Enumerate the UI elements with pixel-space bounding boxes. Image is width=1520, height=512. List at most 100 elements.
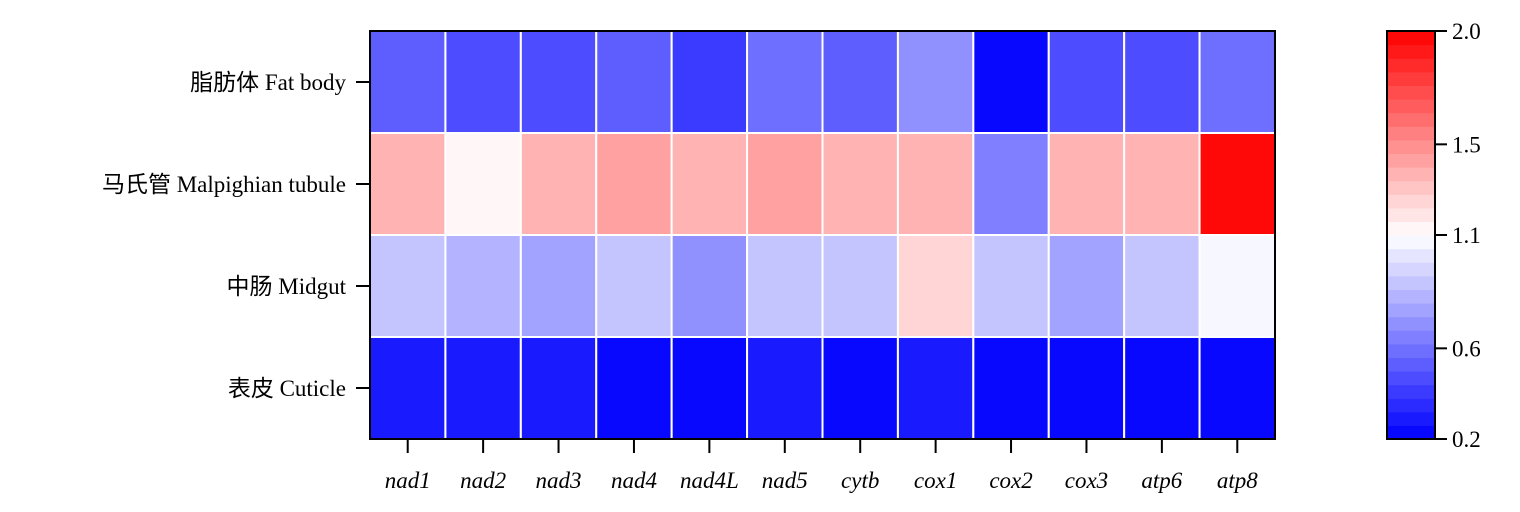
heatmap-cell-0-10	[1123, 30, 1201, 134]
colorbar-tick-label-3: 1.5	[1452, 132, 1481, 157]
heatmap-cell-3-7	[896, 336, 975, 440]
heatmap-cell-2-0	[369, 234, 447, 338]
heatmap-cell-0-9	[1047, 30, 1126, 134]
column-label-8: cox2	[989, 468, 1032, 493]
colorbar-level-22	[1387, 126, 1435, 141]
column-label-11: atp8	[1217, 468, 1258, 493]
heatmap-cell-1-0	[369, 132, 447, 236]
row-label-2: 中肠 Midgut	[227, 274, 347, 299]
heatmap-cell-1-1	[444, 132, 522, 236]
colorbar-level-23	[1387, 112, 1435, 127]
colorbar-level-6	[1387, 343, 1435, 358]
heatmap-cell-2-4	[670, 234, 749, 338]
heatmap-cell-1-4	[670, 132, 749, 236]
heatmap-cell-2-9	[1047, 234, 1126, 338]
colorbar-level-13	[1387, 248, 1435, 263]
heatmap-cell-0-0	[369, 30, 447, 134]
column-label-9: cox3	[1065, 468, 1108, 493]
colorbar-level-14	[1387, 235, 1435, 250]
heatmap-cell-1-2	[519, 132, 598, 236]
row-label-3: 表皮 Cuticle	[228, 376, 346, 401]
heatmap-cell-0-5	[746, 30, 824, 134]
heatmap-cell-3-10	[1123, 336, 1201, 440]
heatmap-cell-0-8	[972, 30, 1050, 134]
heatmap-cell-3-0	[369, 336, 447, 440]
column-label-3: nad4	[611, 468, 657, 493]
heatmap-cell-3-11	[1198, 336, 1277, 440]
colorbar-level-26	[1387, 71, 1435, 86]
colorbar-tick-label-4: 2.0	[1452, 19, 1481, 44]
colorbar-level-25	[1387, 85, 1435, 100]
heatmap-cell-2-7	[896, 234, 975, 338]
colorbar-level-4	[1387, 371, 1435, 386]
heatmap-cell-3-6	[821, 336, 899, 440]
colorbar: 0.2 0.6 1.1 1.5 2.0	[1386, 19, 1481, 452]
column-label-4: nad4L	[680, 468, 739, 493]
colorbar-level-24	[1387, 99, 1435, 114]
colorbar-level-3	[1387, 384, 1435, 399]
heatmap-cell-2-3	[595, 234, 673, 338]
column-label-5: nad5	[762, 468, 808, 493]
heatmap-cell-0-11	[1198, 30, 1277, 134]
colorbar-level-7	[1387, 330, 1435, 345]
colorbar-level-15	[1387, 221, 1435, 236]
row-labels: 脂肪体 Fat body 马氏管 Malpighian tubule 中肠 Midg…	[102, 70, 370, 401]
colorbar-level-10	[1387, 289, 1435, 304]
heatmap-cell-0-7	[896, 30, 975, 134]
colorbar-tick-label-2: 1.1	[1452, 223, 1481, 248]
heatmap-cell-1-11	[1198, 132, 1277, 236]
colorbar-level-8	[1387, 316, 1435, 331]
colorbar-level-21	[1387, 139, 1435, 154]
heatmap-cell-2-8	[972, 234, 1050, 338]
colorbar-level-12	[1387, 262, 1435, 277]
colorbar-level-18	[1387, 180, 1435, 195]
colorbar-level-27	[1387, 58, 1435, 73]
column-label-0: nad1	[385, 468, 431, 493]
colorbar-level-28	[1387, 44, 1435, 59]
heatmap-cell-2-2	[519, 234, 598, 338]
colorbar-level-1	[1387, 411, 1435, 426]
colorbar-tick-label-1: 0.6	[1452, 336, 1481, 361]
heatmap-cell-1-7	[896, 132, 975, 236]
heatmap-cell-2-10	[1123, 234, 1201, 338]
heatmap-cell-0-1	[444, 30, 522, 134]
row-label-1: 马氏管 Malpighian tubule	[102, 172, 346, 197]
colorbar-level-2	[1387, 398, 1435, 413]
plot-frame	[369, 30, 1276, 440]
heatmap-cell-3-3	[595, 336, 673, 440]
colorbar-level-5	[1387, 357, 1435, 372]
column-label-7: cox1	[914, 468, 957, 493]
colorbar-level-9	[1387, 303, 1435, 318]
column-labels: nad1 nad2 nad3 nad4 nad4L nad5 cytb cox1 cox2 cox…	[385, 439, 1258, 493]
heatmap-cell-0-4	[670, 30, 749, 134]
heatmap-cell-2-11	[1198, 234, 1277, 338]
column-label-10: atp6	[1141, 468, 1182, 493]
colorbar-level-0	[1387, 425, 1435, 440]
colorbar-tick-label-0: 0.2	[1452, 427, 1481, 452]
heatmap-cell-3-9	[1047, 336, 1126, 440]
heatmap-cell-0-2	[519, 30, 598, 134]
heatmap-cell-2-1	[444, 234, 522, 338]
heatmap-cell-2-5	[746, 234, 824, 338]
heatmap-cell-3-1	[444, 336, 522, 440]
heatmap-cell-1-5	[746, 132, 824, 236]
row-label-0: 脂肪体 Fat body	[190, 70, 346, 95]
heatmap-cell-1-6	[821, 132, 899, 236]
colorbar-level-11	[1387, 275, 1435, 290]
heatmap-cell-1-10	[1123, 132, 1201, 236]
column-label-6: cytb	[841, 468, 879, 493]
heatmap-cell-1-9	[1047, 132, 1126, 236]
colorbar-level-17	[1387, 194, 1435, 209]
colorbar-level-19	[1387, 167, 1435, 182]
column-label-1: nad2	[460, 468, 506, 493]
heatmap-cell-3-4	[670, 336, 749, 440]
heatmap-cells	[369, 30, 1277, 440]
column-label-2: nad3	[536, 468, 582, 493]
colorbar-level-20	[1387, 153, 1435, 168]
heatmap-cell-1-3	[595, 132, 673, 236]
heatmap-cell-1-8	[972, 132, 1050, 236]
heatmap-cell-0-6	[821, 30, 899, 134]
heatmap-cell-2-6	[821, 234, 899, 338]
colorbar-level-16	[1387, 207, 1435, 222]
